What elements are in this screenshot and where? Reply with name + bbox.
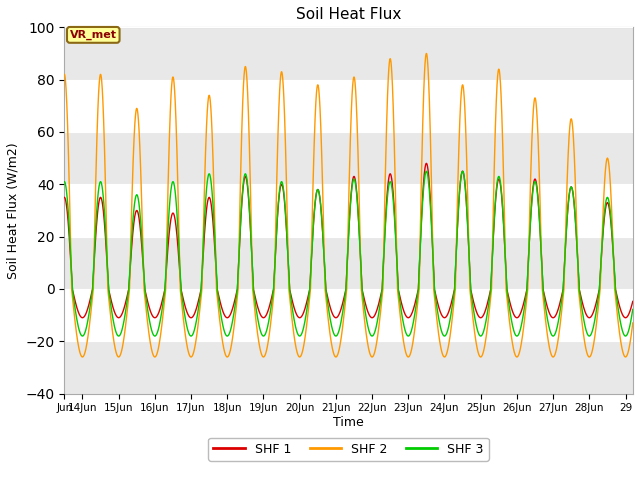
Bar (65, 237, 633, 289)
X-axis label: Time: Time (333, 416, 364, 429)
Text: VR_met: VR_met (70, 30, 116, 40)
Bar (65, 289, 633, 341)
Legend: SHF 1, SHF 2, SHF 3: SHF 1, SHF 2, SHF 3 (209, 438, 489, 461)
Y-axis label: Soil Heat Flux (W/m2): Soil Heat Flux (W/m2) (7, 142, 20, 279)
Title: Soil Heat Flux: Soil Heat Flux (296, 7, 401, 22)
Bar (65, 341, 633, 394)
Bar (65, 27, 633, 80)
Bar (65, 132, 633, 184)
Bar (65, 184, 633, 237)
Bar (65, 80, 633, 132)
